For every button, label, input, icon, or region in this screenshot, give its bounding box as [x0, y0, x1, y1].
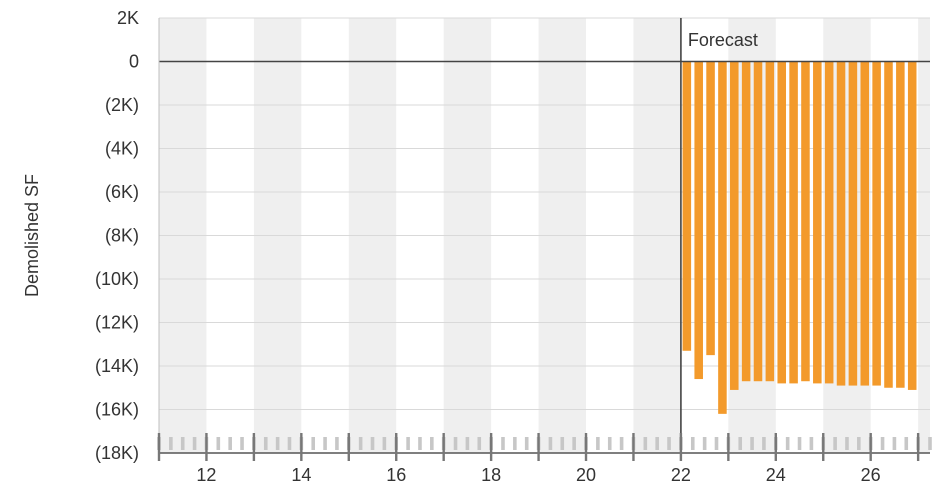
y-tick-label: (10K) [95, 269, 139, 289]
bar [742, 62, 751, 382]
quarter-tick [572, 437, 576, 450]
bar [837, 62, 846, 386]
quarter-tick [928, 437, 932, 450]
quarter-tick [881, 437, 885, 450]
x-tick-label: 22 [671, 465, 691, 485]
quarter-tick [466, 437, 470, 450]
quarter-tick [786, 437, 790, 450]
quarter-tick [406, 437, 410, 450]
quarter-tick [691, 437, 695, 450]
quarter-tick [311, 437, 315, 450]
quarter-tick [288, 437, 292, 450]
bar [694, 62, 703, 380]
quarter-tick [383, 437, 387, 450]
y-tick-label: (14K) [95, 356, 139, 376]
y-tick-label: (2K) [105, 95, 139, 115]
quarter-tick [798, 437, 802, 450]
x-tick-label: 20 [576, 465, 596, 485]
bar [872, 62, 881, 386]
quarter-tick [359, 437, 363, 450]
quarter-tick [501, 437, 505, 450]
quarter-tick [608, 437, 612, 450]
bar [730, 62, 739, 390]
quarter-tick [845, 437, 849, 450]
bar [884, 62, 893, 388]
quarter-tick [323, 437, 327, 450]
quarter-tick [181, 437, 185, 450]
x-tick-label: 12 [196, 465, 216, 485]
quarter-tick [762, 437, 766, 450]
y-tick-label: 0 [129, 52, 139, 72]
y-axis-title: Demolished SF [22, 174, 42, 297]
bar [777, 62, 786, 384]
bar [896, 62, 905, 388]
bar [706, 62, 715, 356]
quarter-tick [833, 437, 837, 450]
bar [849, 62, 858, 386]
x-tick-label: 24 [766, 465, 786, 485]
quarter-tick [335, 437, 339, 450]
quarter-tick [715, 437, 719, 450]
y-tick-label: (4K) [105, 139, 139, 159]
quarter-tick [276, 437, 280, 450]
bar [766, 62, 775, 382]
quarter-tick [240, 437, 244, 450]
quarter-tick [750, 437, 754, 450]
x-tick-label: 16 [386, 465, 406, 485]
bar [801, 62, 810, 382]
quarter-tick [596, 437, 600, 450]
x-tick-label: 26 [861, 465, 881, 485]
quarter-tick [857, 437, 861, 450]
quarter-tick [525, 437, 529, 450]
quarter-tick [667, 437, 671, 450]
y-tick-label: (6K) [105, 182, 139, 202]
bar [789, 62, 798, 384]
quarter-tick [228, 437, 232, 450]
quarter-tick [217, 437, 221, 450]
quarter-tick [644, 437, 648, 450]
bar [813, 62, 822, 384]
bar [754, 62, 763, 382]
quarter-tick [810, 437, 814, 450]
quarter-tick [477, 437, 481, 450]
x-tick-label: 18 [481, 465, 501, 485]
quarter-tick [549, 437, 553, 450]
x-tick-label: 14 [291, 465, 311, 485]
quarter-tick [193, 437, 197, 450]
bar [908, 62, 917, 390]
bars [683, 62, 917, 414]
bar [683, 62, 692, 351]
y-tick-label: 2K [117, 8, 139, 28]
quarter-tick [454, 437, 458, 450]
quarter-tick [655, 437, 659, 450]
quarter-tick [513, 437, 517, 450]
y-tick-label: (8K) [105, 226, 139, 246]
quarter-tick [893, 437, 897, 450]
quarter-tick [738, 437, 742, 450]
y-tick-label: (16K) [95, 400, 139, 420]
forecast-label: Forecast [688, 30, 758, 50]
bar [860, 62, 869, 386]
quarter-tick [703, 437, 707, 450]
quarter-tick [620, 437, 624, 450]
quarter-tick [430, 437, 434, 450]
bar [718, 62, 727, 414]
quarter-tick [904, 437, 908, 450]
quarter-tick [371, 437, 375, 450]
quarter-tick [418, 437, 422, 450]
y-tick-label: (12K) [95, 313, 139, 333]
quarter-tick [169, 437, 173, 450]
y-tick-label: (18K) [95, 443, 139, 463]
bar [825, 62, 834, 384]
quarter-tick [264, 437, 268, 450]
quarter-tick [560, 437, 564, 450]
